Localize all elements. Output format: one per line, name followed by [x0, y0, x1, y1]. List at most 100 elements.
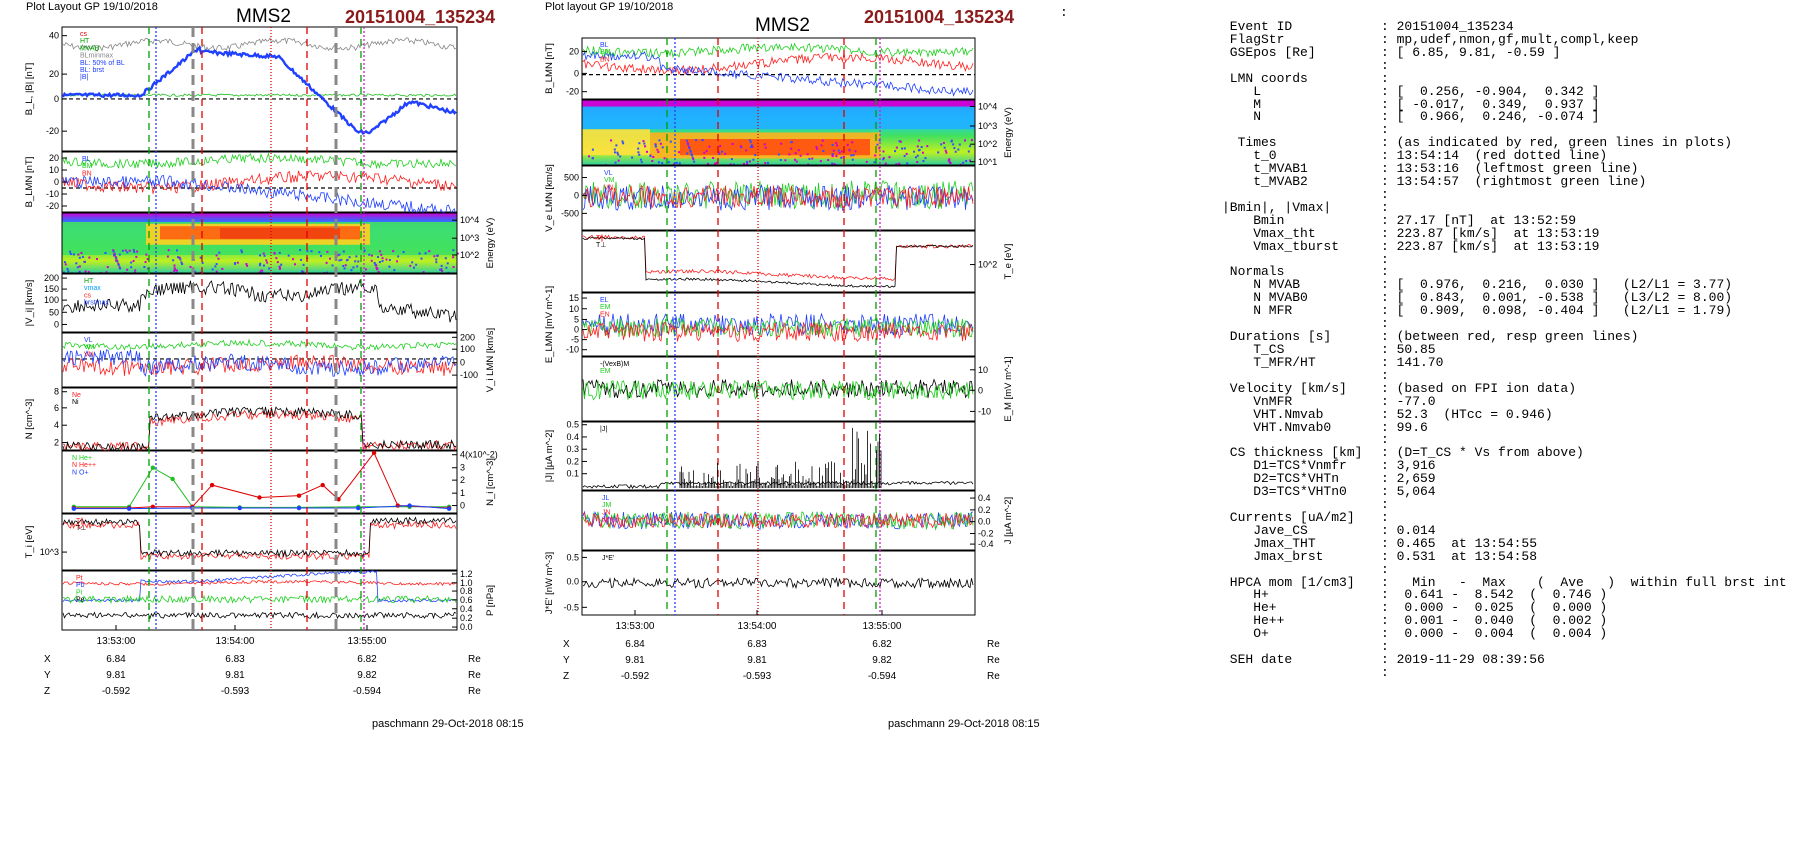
summary-value: : [ 0.966, 0.246, -0.074 ]	[1381, 109, 1600, 125]
spectrogram-speck	[278, 251, 281, 254]
spectrogram-speck	[952, 143, 955, 146]
spectrogram-speck	[106, 266, 109, 269]
spectrogram-speck	[958, 143, 961, 146]
spectrogram-speck	[695, 139, 698, 142]
y-tick-label: -100	[460, 370, 478, 380]
spectrogram-speck	[689, 150, 692, 153]
spectrogram-speck	[385, 258, 388, 261]
spectrogram-speck	[378, 250, 381, 253]
spectrogram-speck	[306, 250, 309, 253]
panel-frame	[61, 273, 458, 333]
panel-frame	[581, 230, 976, 293]
spectrogram-speck	[354, 260, 357, 263]
summary-value: : 0.531 at 13:54:58	[1381, 548, 1538, 564]
spectrogram-speck	[729, 163, 732, 166]
y-axis-label: |V_i| [km/s]	[24, 280, 35, 327]
spectrogram-speck	[435, 258, 438, 261]
position-unit: Re	[468, 670, 481, 681]
spectrogram-speck	[637, 151, 640, 154]
summary-value: : (D=T_CS * Vs from above)	[1381, 445, 1584, 461]
summary-key: Jave_CS	[1222, 522, 1308, 538]
spectrogram-speck	[66, 267, 69, 270]
y-tick-label: 10	[569, 304, 579, 314]
position-value: 9.82	[357, 670, 377, 681]
position-unit: Re	[987, 671, 1000, 682]
y-tick-label: 10^2	[978, 260, 997, 270]
spectrogram-speck	[901, 147, 904, 150]
spectrogram-speck	[418, 252, 421, 255]
legend-entry: Pb	[76, 582, 85, 589]
legend-entry: N O+	[72, 469, 89, 476]
spectrogram-speck	[336, 254, 339, 257]
summary-key: Currents [uA/m2]	[1222, 509, 1355, 525]
spectrogram-speck	[173, 264, 176, 267]
position-value: 6.83	[747, 639, 767, 650]
y-tick-label: 0	[54, 94, 59, 104]
spectrogram-speck	[397, 255, 400, 258]
summary-key: t_MVAB1	[1222, 161, 1308, 177]
spectrogram-speck	[916, 161, 919, 164]
panel-8: 0.5 0.0 -0.5 J*E' [nW m^-3] J*E'	[544, 550, 976, 616]
summary-key: L	[1222, 83, 1262, 99]
spectrogram-speck	[921, 151, 924, 154]
spectrogram-speck	[790, 147, 793, 150]
position-value: -0.594	[353, 686, 382, 697]
position-label: Y	[44, 670, 51, 681]
summary-value: : 0.000 - 0.004 ( 0.004 )	[1381, 626, 1608, 642]
legend-entry: brstmax	[84, 300, 109, 307]
summary-value: : 2,659	[1381, 471, 1436, 487]
spectrogram-speck	[115, 257, 118, 260]
spectrogram-speck	[969, 159, 972, 162]
legend-entry: -(VexB)M	[600, 361, 629, 368]
legend-entry: BN	[82, 170, 92, 177]
spectrogram-speck	[615, 144, 618, 147]
spectrogram-speck	[591, 157, 594, 160]
y-axis-label: T_i [eV]	[24, 526, 35, 559]
spectrogram-speck	[130, 261, 133, 264]
spectrogram-speck	[275, 257, 278, 260]
summary-key: Velocity [km/s]	[1222, 380, 1347, 396]
current-density-spikes	[679, 427, 882, 488]
spectrogram-speck	[836, 144, 839, 147]
spectrogram-speck	[167, 249, 170, 252]
spectrogram-speck	[215, 254, 218, 257]
spectrogram-speck	[888, 156, 891, 159]
position-label: Y	[563, 655, 570, 666]
x-tick-label: 13:55:00	[863, 621, 902, 632]
spectrogram-speck	[795, 160, 798, 163]
spectrogram-speck	[838, 151, 841, 154]
y-tick-label: 10	[978, 365, 988, 375]
point-series-line	[73, 505, 450, 510]
spectrogram-speck	[837, 149, 840, 152]
spectrogram-speck	[325, 261, 328, 264]
y-tick-label: 15	[569, 293, 579, 303]
y-tick-label: -0.2	[978, 528, 994, 538]
data-point	[237, 505, 242, 511]
spectrogram-speck	[117, 264, 120, 267]
spectrogram-speck	[831, 153, 834, 156]
spectrogram-speck	[135, 255, 138, 258]
y-axis-label: J [µA m^-2]	[1003, 497, 1014, 544]
summary-value: :	[1381, 199, 1389, 215]
spectrogram-speck	[118, 266, 121, 269]
summary-key: VHT.Nmvab0	[1222, 419, 1332, 435]
spectrogram-speck	[392, 250, 395, 253]
spectrogram-speck	[686, 142, 689, 145]
y-tick-label: 0	[574, 68, 579, 78]
spectrogram-speck	[656, 148, 659, 151]
trace-2040ff	[62, 174, 457, 218]
spectrogram-speck	[852, 154, 855, 157]
data-point	[150, 504, 156, 509]
spectrogram-speck	[310, 250, 313, 253]
summary-value: :	[1381, 186, 1389, 202]
summary-value: :	[1381, 251, 1389, 267]
legend-entry: VM	[84, 344, 95, 351]
legend-entry: Pt	[76, 575, 83, 582]
position-value: -0.594	[868, 671, 897, 682]
legend-entry: JL	[602, 495, 610, 502]
legend-entry: BLminmax	[80, 53, 114, 60]
spectrogram-speck	[788, 153, 791, 156]
spectrogram-speck	[166, 255, 169, 258]
spectrogram-speck	[234, 262, 237, 265]
